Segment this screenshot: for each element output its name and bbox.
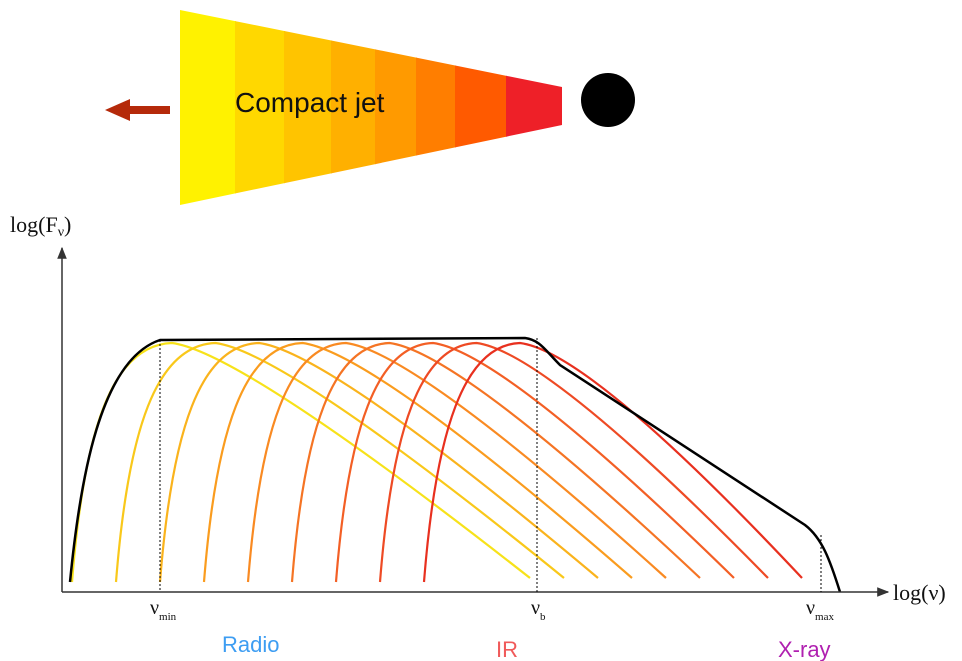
spectra bbox=[72, 343, 802, 582]
band-label: IR bbox=[496, 637, 518, 661]
band-label: Radio bbox=[222, 632, 279, 657]
jet-label: Compact jet bbox=[235, 87, 385, 118]
y-axis-label: log(Fν) bbox=[10, 212, 71, 240]
diagram: Compact jet log(Fν) log(ν) νmin νb νmax … bbox=[0, 0, 962, 661]
x-axis-label: log(ν) bbox=[893, 580, 946, 605]
jet-arrow bbox=[105, 99, 170, 121]
black-hole bbox=[581, 73, 635, 127]
spectrum-curve bbox=[72, 343, 530, 582]
marker-label: νmax bbox=[806, 597, 834, 623]
envelope bbox=[70, 338, 840, 592]
band-label: X-ray bbox=[778, 637, 831, 661]
spectrum-curve bbox=[292, 343, 700, 582]
spectrum-curve bbox=[424, 343, 802, 582]
marker-label: νmin bbox=[150, 597, 177, 623]
marker-label: νb bbox=[531, 597, 546, 623]
